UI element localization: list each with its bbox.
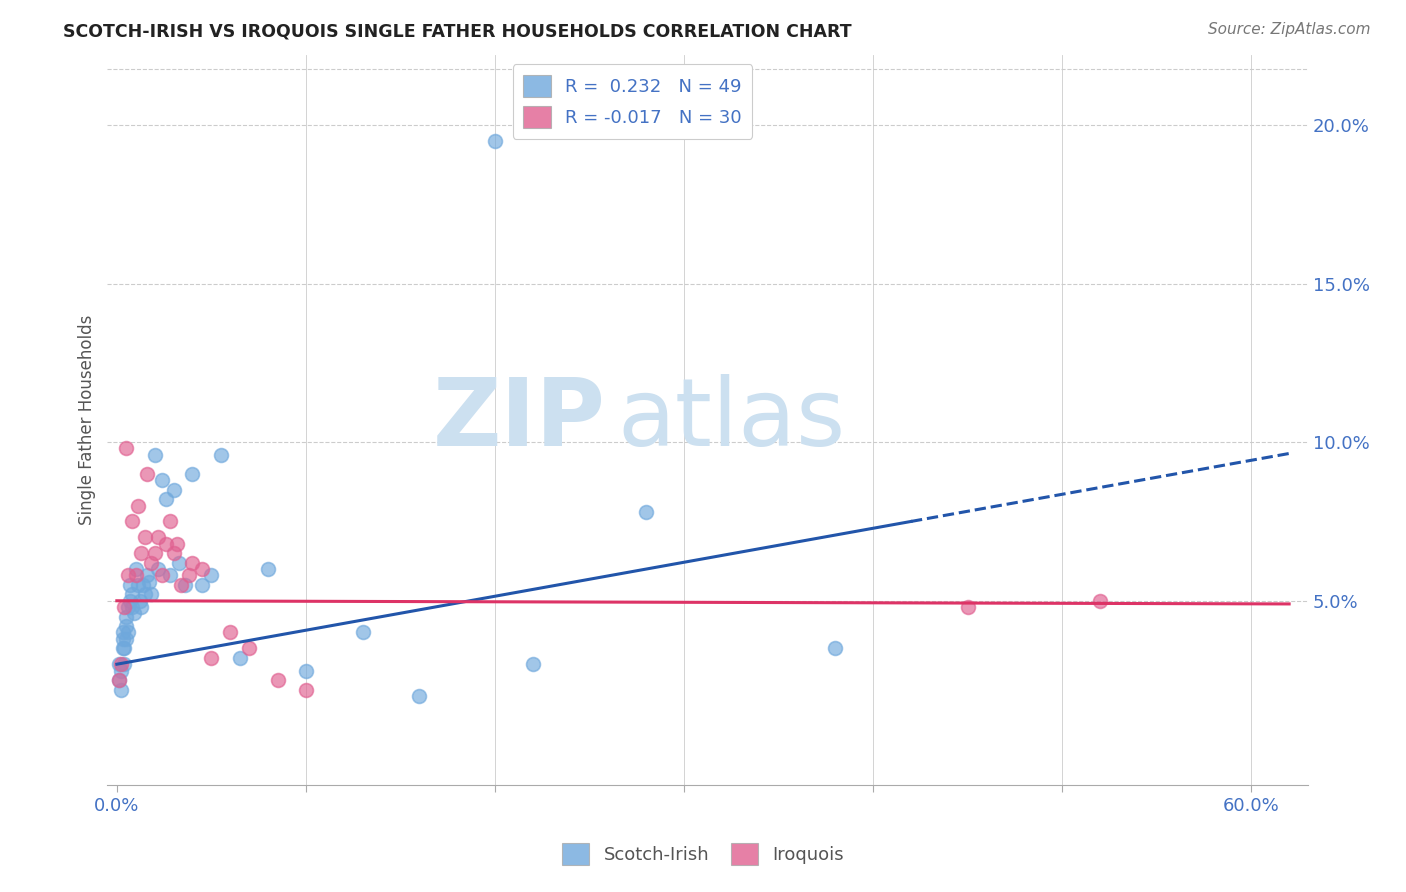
Point: [111, 625, 134, 640]
Point: [229, 651, 252, 665]
Point: [127, 499, 149, 513]
Point: [166, 536, 188, 550]
Point: [159, 515, 181, 529]
Point: [115, 442, 138, 456]
Legend: R =  0.232   N = 49, R = -0.017   N = 30: R = 0.232 N = 49, R = -0.017 N = 30: [513, 64, 752, 139]
Point: [122, 607, 145, 621]
Point: [181, 556, 204, 570]
Point: [131, 546, 153, 560]
Point: [125, 568, 148, 582]
Point: [115, 609, 138, 624]
Point: [138, 574, 160, 589]
Point: [257, 562, 280, 576]
Point: [110, 682, 132, 697]
Point: [120, 594, 142, 608]
Point: [134, 530, 156, 544]
Point: [1088, 594, 1111, 608]
Text: atlas: atlas: [617, 374, 846, 466]
Point: [112, 600, 135, 615]
Point: [200, 651, 222, 665]
Point: [121, 515, 143, 529]
Point: [155, 492, 177, 507]
Point: [824, 641, 846, 656]
Point: [125, 562, 148, 576]
Point: [121, 600, 143, 615]
Text: Source: ZipAtlas.com: Source: ZipAtlas.com: [1208, 22, 1371, 37]
Point: [219, 625, 242, 640]
Y-axis label: Single Father Households: Single Father Households: [79, 315, 96, 525]
Point: [110, 664, 132, 678]
Point: [295, 664, 318, 678]
Point: [150, 473, 173, 487]
Point: [115, 619, 138, 633]
Point: [115, 632, 138, 646]
Point: [191, 562, 214, 576]
Point: [266, 673, 288, 687]
Legend: Scotch-Irish, Iroquois: Scotch-Irish, Iroquois: [555, 836, 851, 872]
Point: [132, 578, 155, 592]
Point: [128, 594, 150, 608]
Point: [136, 467, 159, 481]
Point: [121, 587, 143, 601]
Text: ZIP: ZIP: [433, 374, 606, 466]
Point: [522, 657, 544, 672]
Point: [170, 578, 193, 592]
Point: [117, 625, 139, 640]
Point: [174, 578, 197, 592]
Point: [295, 682, 318, 697]
Point: [112, 641, 135, 656]
Point: [117, 568, 139, 582]
Point: [352, 625, 374, 640]
Point: [200, 568, 222, 582]
Point: [136, 568, 159, 582]
Point: [120, 578, 142, 592]
Point: [150, 568, 173, 582]
Text: SCOTCH-IRISH VS IROQUOIS SINGLE FATHER HOUSEHOLDS CORRELATION CHART: SCOTCH-IRISH VS IROQUOIS SINGLE FATHER H…: [63, 22, 852, 40]
Point: [155, 536, 177, 550]
Point: [159, 568, 181, 582]
Point: [131, 600, 153, 615]
Point: [111, 632, 134, 646]
Point: [107, 657, 129, 672]
Point: [110, 657, 132, 672]
Point: [143, 546, 166, 560]
Point: [134, 587, 156, 601]
Point: [191, 578, 214, 592]
Point: [112, 657, 135, 672]
Point: [956, 600, 979, 615]
Point: [177, 568, 200, 582]
Point: [167, 556, 190, 570]
Point: [107, 673, 129, 687]
Point: [127, 578, 149, 592]
Point: [484, 134, 506, 148]
Point: [209, 448, 232, 462]
Point: [162, 546, 184, 560]
Point: [143, 448, 166, 462]
Point: [238, 641, 260, 656]
Point: [636, 505, 658, 519]
Point: [139, 587, 162, 601]
Point: [181, 467, 204, 481]
Point: [107, 673, 129, 687]
Point: [111, 641, 134, 656]
Point: [148, 530, 170, 544]
Point: [117, 600, 139, 615]
Point: [139, 556, 162, 570]
Point: [148, 562, 170, 576]
Point: [162, 483, 184, 497]
Point: [408, 689, 430, 703]
